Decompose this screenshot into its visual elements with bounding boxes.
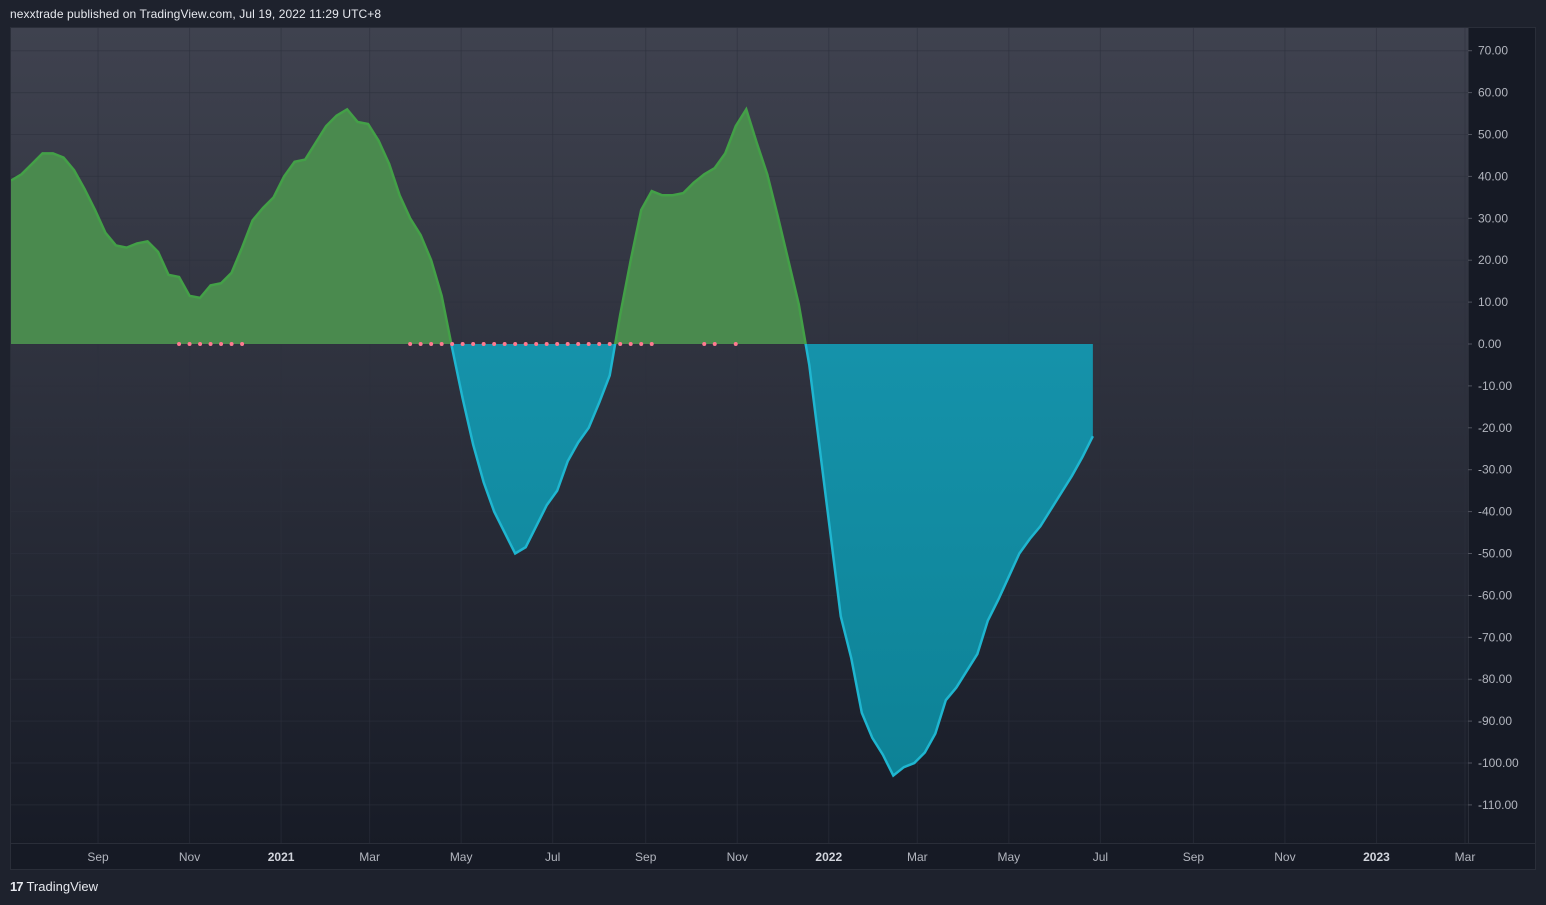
signal-dot bbox=[471, 342, 476, 346]
signal-dot bbox=[544, 342, 549, 346]
y-tick-label: 40.00 bbox=[1478, 169, 1508, 183]
signal-dot bbox=[565, 342, 570, 346]
signal-dot bbox=[460, 342, 465, 346]
signal-dot bbox=[733, 342, 738, 346]
signal-dot bbox=[607, 342, 612, 346]
signal-dot bbox=[177, 342, 182, 346]
x-tick-label: Mar bbox=[907, 850, 928, 864]
x-tick-label: Nov bbox=[179, 850, 200, 864]
y-tick-label: -70.00 bbox=[1478, 630, 1512, 644]
chart-background bbox=[11, 28, 1535, 869]
positive-area bbox=[11, 109, 1093, 344]
signal-dot bbox=[523, 342, 528, 346]
time-scale-panel bbox=[11, 843, 1535, 869]
signal-dot bbox=[576, 342, 581, 346]
x-tick-label: May bbox=[450, 850, 473, 864]
y-tick-label: -50.00 bbox=[1478, 547, 1512, 561]
signal-dot bbox=[492, 342, 497, 346]
signal-dot bbox=[618, 342, 623, 346]
signal-dot bbox=[418, 342, 423, 346]
x-tick-label: Jul bbox=[1093, 850, 1108, 864]
signal-dot bbox=[481, 342, 486, 346]
oscillator-chart[interactable]: 70.00 60.00 50.00 40.00 30.00 20.00 10.00 0.00 -… bbox=[11, 28, 1535, 869]
signal-dots bbox=[177, 342, 738, 346]
y-tick-label: -40.00 bbox=[1478, 505, 1512, 519]
y-tick-label: 50.00 bbox=[1478, 128, 1508, 142]
signal-dot bbox=[702, 342, 707, 346]
y-tick-label: -100.00 bbox=[1478, 756, 1519, 770]
x-tick-label: Jul bbox=[545, 850, 560, 864]
x-tick-label: Nov bbox=[1274, 850, 1295, 864]
signal-dot bbox=[429, 342, 434, 346]
y-tick-label: 70.00 bbox=[1478, 44, 1508, 58]
x-tick-label: May bbox=[998, 850, 1021, 864]
y-tick-label: 10.00 bbox=[1478, 295, 1508, 309]
x-tick-label: Mar bbox=[359, 850, 380, 864]
y-tick-label: 60.00 bbox=[1478, 86, 1508, 100]
y-tick-label: -60.00 bbox=[1478, 588, 1512, 602]
signal-dot bbox=[639, 342, 644, 346]
y-tick-label: 30.00 bbox=[1478, 211, 1508, 225]
x-tick-label: Sep bbox=[1183, 850, 1205, 864]
signal-dot bbox=[534, 342, 539, 346]
signal-dot bbox=[240, 342, 245, 346]
price-scale-panel bbox=[1468, 28, 1535, 869]
x-tick-label: Nov bbox=[727, 850, 748, 864]
y-tick-label: -90.00 bbox=[1478, 714, 1512, 728]
tradingview-logo[interactable]: 17 TradingView bbox=[10, 879, 98, 894]
signal-dot bbox=[439, 342, 444, 346]
x-tick-label: Mar bbox=[1455, 850, 1476, 864]
signal-dot bbox=[586, 342, 591, 346]
signal-dot bbox=[649, 342, 654, 346]
x-tick-label: Sep bbox=[87, 850, 109, 864]
signal-dot bbox=[712, 342, 717, 346]
signal-dot bbox=[208, 342, 213, 346]
y-tick-label: 20.00 bbox=[1478, 253, 1508, 267]
signal-dot bbox=[502, 342, 507, 346]
signal-dot bbox=[597, 342, 602, 346]
chart-panel[interactable]: 70.00 60.00 50.00 40.00 30.00 20.00 10.00 0.00 -… bbox=[10, 27, 1536, 870]
signal-dot bbox=[187, 342, 192, 346]
publish-attribution: nexxtrade published on TradingView.com, … bbox=[10, 7, 382, 21]
y-tick-label: -10.00 bbox=[1478, 379, 1512, 393]
signal-dot bbox=[628, 342, 633, 346]
y-tick-label: -80.00 bbox=[1478, 672, 1512, 686]
tradingview-logo-text: TradingView bbox=[26, 879, 99, 894]
signal-dot bbox=[513, 342, 518, 346]
negative-area bbox=[11, 344, 1093, 776]
negative-line bbox=[450, 344, 1094, 778]
positive-line bbox=[11, 106, 807, 344]
x-tick-label: 2023 bbox=[1363, 850, 1390, 864]
y-tick-label: -110.00 bbox=[1478, 798, 1518, 812]
signal-dot bbox=[198, 342, 203, 346]
signal-dot bbox=[450, 342, 455, 346]
x-tick-label: 2021 bbox=[268, 850, 295, 864]
tradingview-logo-icon: 17 bbox=[10, 879, 24, 894]
signal-dot bbox=[219, 342, 224, 346]
x-tick-label: 2022 bbox=[815, 850, 842, 864]
signal-dot bbox=[555, 342, 560, 346]
y-tick-label: -20.00 bbox=[1478, 421, 1512, 435]
y-tick-label: 0.00 bbox=[1478, 337, 1502, 351]
y-tick-label: -30.00 bbox=[1478, 463, 1512, 477]
signal-dot bbox=[408, 342, 413, 346]
x-tick-label: Sep bbox=[635, 850, 657, 864]
signal-dot bbox=[229, 342, 234, 346]
